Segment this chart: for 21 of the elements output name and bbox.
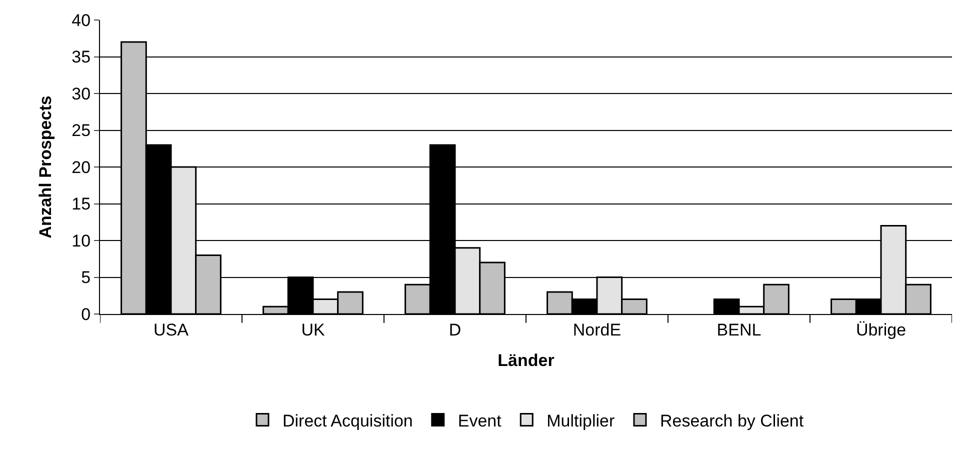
y-tick-label: 30 bbox=[72, 84, 91, 104]
x-tick-label: BENL bbox=[716, 320, 762, 340]
y-tick-label: 20 bbox=[72, 158, 91, 177]
legend-label: Direct Acquisition bbox=[282, 411, 413, 430]
y-tick-label: 0 bbox=[81, 304, 91, 324]
y-tick-label: 5 bbox=[81, 268, 91, 288]
y-tick-label: 15 bbox=[72, 194, 91, 214]
x-tick-label: UK bbox=[301, 320, 326, 340]
x-tick-label: D bbox=[448, 320, 462, 340]
y-tick-label: 40 bbox=[72, 10, 91, 30]
x-axis-title: Länder bbox=[498, 350, 555, 370]
x-tick-label: NordE bbox=[572, 320, 622, 340]
legend-label: Event bbox=[458, 411, 502, 430]
x-tick-label: USA bbox=[154, 320, 190, 340]
legend-label: Multiplier bbox=[546, 411, 615, 430]
y-tick-label: 25 bbox=[72, 121, 91, 140]
y-axis-title: Anzahl Prospects bbox=[36, 96, 56, 238]
legend-label: Research by Client bbox=[660, 411, 804, 430]
y-tick-label: 35 bbox=[72, 48, 91, 67]
y-tick-label: 10 bbox=[72, 231, 91, 250]
x-tick-label: Übrige bbox=[856, 320, 906, 340]
